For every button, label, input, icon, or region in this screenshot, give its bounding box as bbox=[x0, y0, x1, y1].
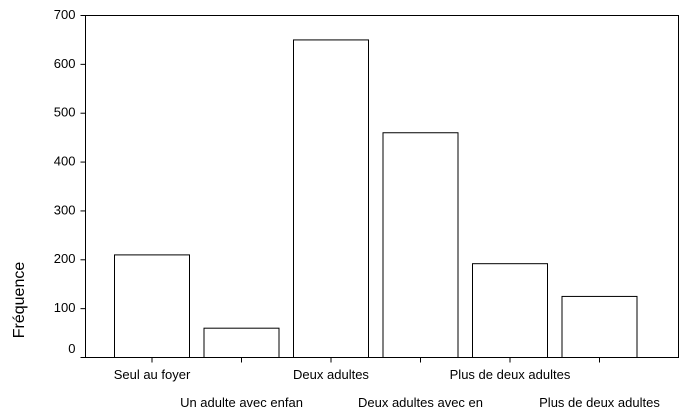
y-axis-label: Fréquence bbox=[11, 262, 28, 339]
x-tick-label: Seul au foyer bbox=[114, 367, 191, 382]
y-tick-label: 200 bbox=[54, 251, 76, 266]
x-tick-label: Deux adultes avec en bbox=[358, 395, 483, 410]
bar bbox=[472, 263, 548, 358]
y-tick-label: 100 bbox=[54, 300, 76, 315]
bar bbox=[293, 39, 369, 359]
x-tick-label: Deux adultes bbox=[293, 367, 369, 382]
y-tick-label: 0 bbox=[68, 341, 75, 356]
y-tick-label: 600 bbox=[54, 56, 76, 71]
bar bbox=[203, 327, 280, 358]
x-tick-label: Un adulte avec enfan bbox=[180, 395, 303, 410]
bar bbox=[561, 295, 638, 358]
y-tick-label: 700 bbox=[54, 7, 76, 22]
y-tick-label: 400 bbox=[54, 154, 76, 169]
bar bbox=[382, 132, 459, 358]
plot-frame bbox=[85, 15, 679, 358]
x-tick-label: Plus de deux adultes bbox=[539, 395, 660, 410]
bar bbox=[114, 254, 190, 358]
x-tick-label: Plus de deux adultes bbox=[450, 367, 571, 382]
y-tick-label: 500 bbox=[54, 105, 76, 120]
y-tick-label: 300 bbox=[54, 202, 76, 217]
